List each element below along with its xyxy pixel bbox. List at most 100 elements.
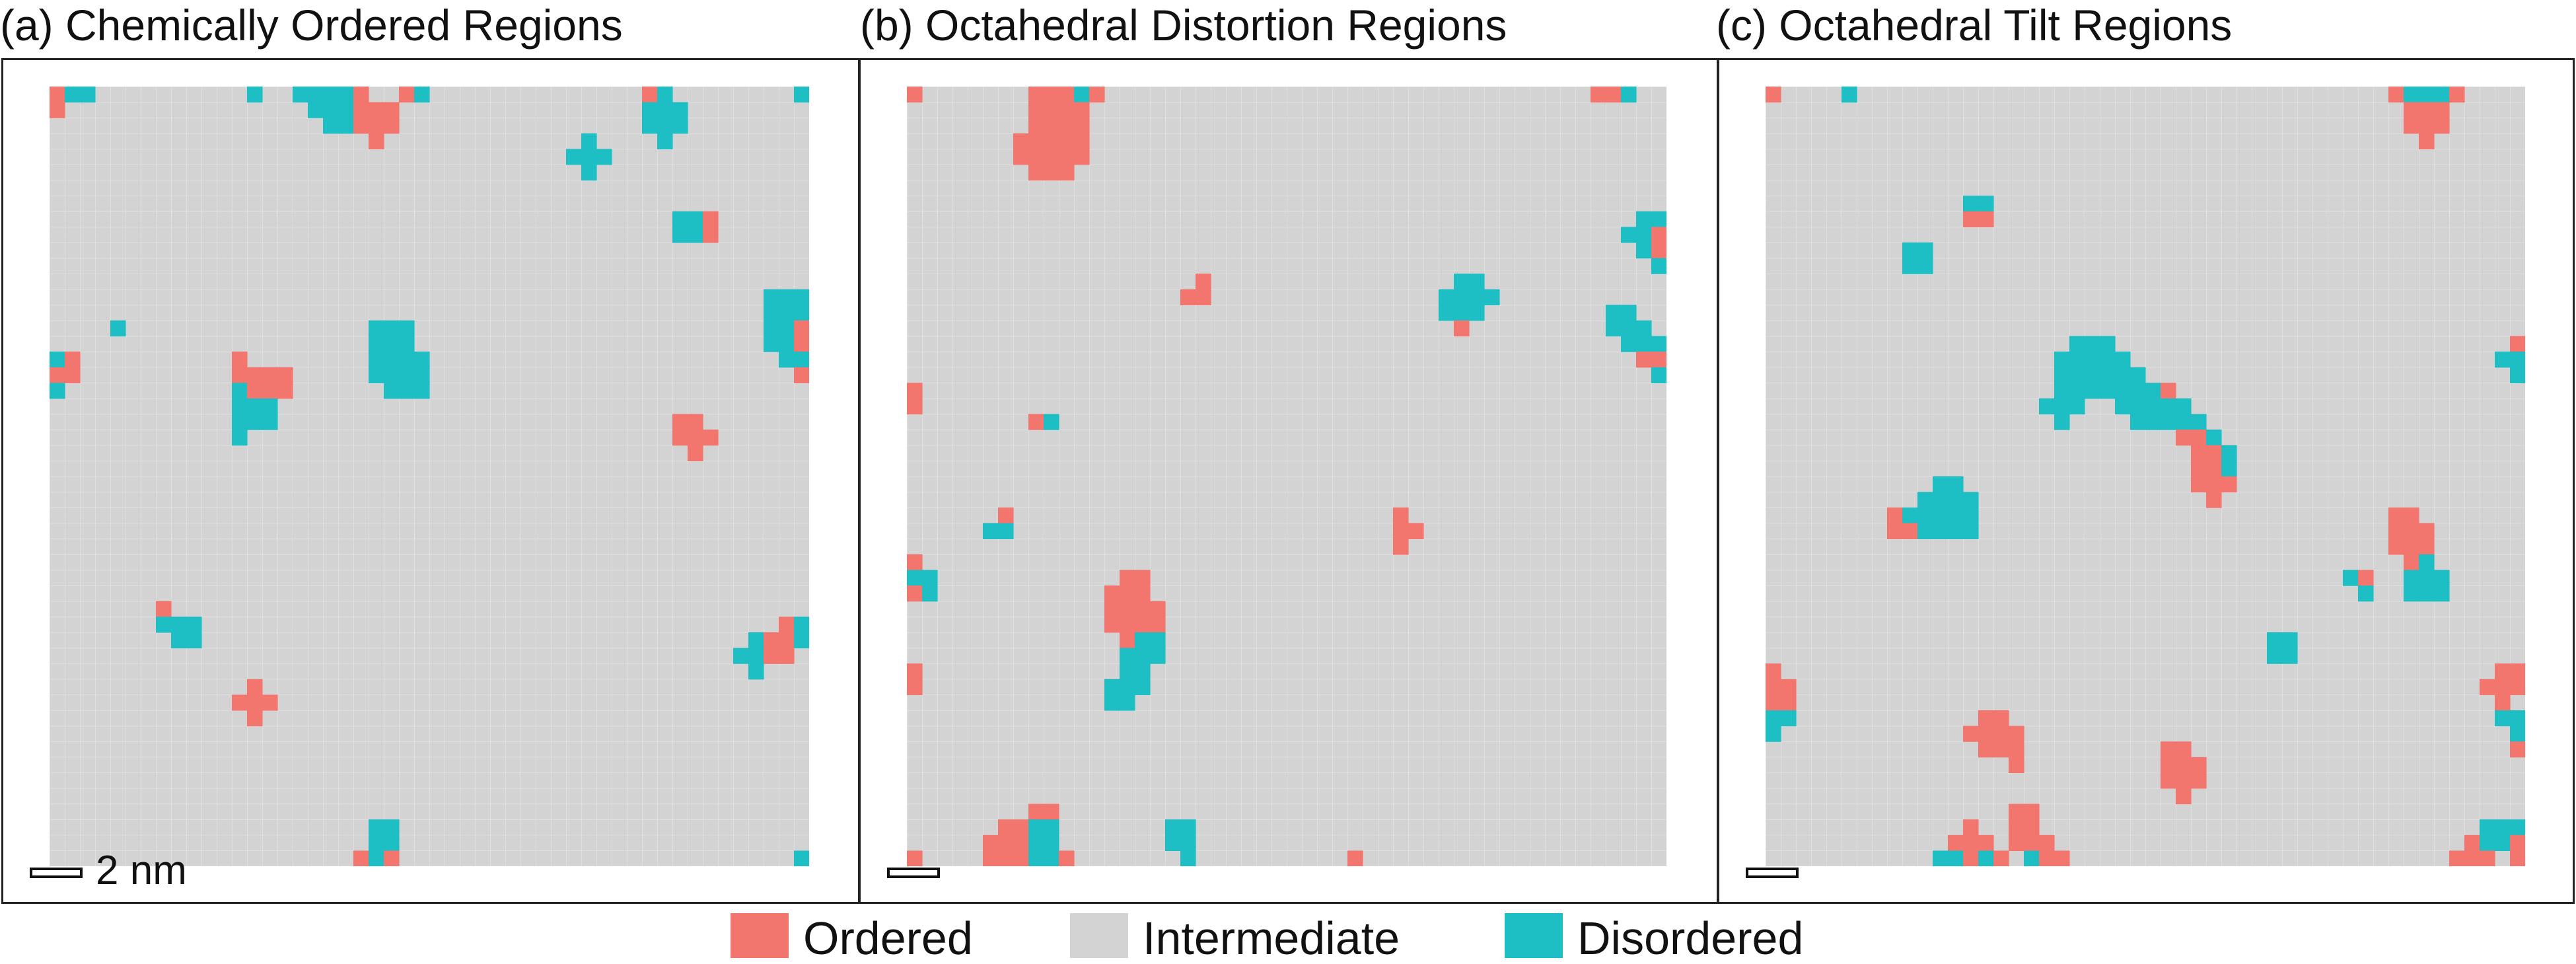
ordered-cell (399, 87, 415, 103)
disordered-cell (2054, 383, 2070, 399)
ordered-cell (1044, 133, 1059, 149)
disordered-cell (1651, 367, 1666, 383)
ordered-cell (1781, 694, 1797, 711)
ordered-cell (1766, 663, 1781, 680)
ordered-cell (1104, 601, 1120, 617)
ordered-cell (2404, 523, 2419, 539)
disordered-cell (672, 227, 688, 243)
disordered-cell (1933, 476, 1949, 493)
disordered-cell (2054, 367, 2070, 383)
disordered-cell (232, 429, 248, 446)
disordered-cell (1651, 336, 1666, 352)
ordered-cell (794, 367, 809, 383)
disordered-cell (2130, 367, 2146, 383)
legend-label-disordered: Disordered (1577, 912, 1804, 964)
disordered-cell (1963, 492, 1979, 508)
ordered-cell (907, 679, 923, 695)
disordered-cell (794, 632, 809, 649)
disordered-cell (1902, 242, 1918, 259)
disordered-cell (2343, 570, 2359, 586)
disordered-cell (247, 414, 263, 430)
ordered-cell (1044, 102, 1059, 118)
ordered-cell (2191, 461, 2207, 477)
ordered-cell (1902, 523, 1918, 539)
ordered-cell (1978, 741, 1994, 758)
disordered-cell (2130, 414, 2146, 430)
ordered-cell (232, 367, 248, 383)
disordered-cell (50, 383, 65, 399)
disordered-cell (1028, 834, 1044, 851)
disordered-cell (1636, 242, 1652, 259)
disordered-cell (1917, 523, 1933, 539)
disordered-cell (1135, 648, 1151, 664)
ordered-cell (2388, 538, 2404, 555)
ordered-cell (262, 694, 278, 711)
ordered-cell (1135, 570, 1151, 586)
disordered-cell (764, 305, 779, 321)
disordered-cell (2404, 585, 2419, 602)
ordered-cell (1393, 523, 1409, 539)
disordered-cell (171, 616, 187, 633)
ordered-cell (2024, 819, 2040, 836)
ordered-cell (779, 632, 795, 649)
ordered-cell (1120, 616, 1135, 633)
disordered-cell (1135, 632, 1151, 649)
ordered-cell (1044, 149, 1059, 165)
panel-b-scale-bar (887, 868, 940, 878)
disordered-cell (1636, 336, 1652, 352)
legend-swatch-intermediate (1070, 913, 1128, 958)
disordered-cell (1948, 523, 1964, 539)
disordered-cell (2267, 632, 2283, 649)
disordered-cell (399, 367, 415, 383)
disordered-cell (1454, 274, 1470, 290)
ordered-cell (1766, 87, 1781, 103)
ordered-cell (1074, 118, 1090, 134)
ordered-cell (1028, 803, 1044, 820)
ordered-cell (1013, 834, 1029, 851)
ordered-cell (65, 367, 81, 383)
disordered-cell (794, 616, 809, 633)
legend-swatch-disordered (1505, 913, 1563, 958)
panel-b-cells (907, 87, 1666, 866)
disordered-cell (1978, 850, 1994, 866)
ordered-cell (2191, 429, 2207, 446)
panel-c-region-map (1766, 87, 2525, 866)
disordered-cell (369, 367, 384, 383)
ordered-cell (1104, 585, 1120, 602)
disordered-cell (2085, 383, 2100, 399)
panel-c-cells (1766, 87, 2525, 866)
disordered-cell (186, 632, 202, 649)
disordered-cell (657, 133, 673, 149)
ordered-cell (764, 632, 779, 649)
disordered-cell (2510, 819, 2525, 836)
disordered-cell (414, 352, 430, 368)
disordered-cell (794, 352, 809, 368)
disordered-cell (1842, 87, 1857, 103)
ordered-cell (1993, 710, 2009, 727)
disordered-cell (384, 383, 400, 399)
disordered-cell (399, 336, 415, 352)
ordered-cell (1044, 803, 1059, 820)
disordered-cell (1948, 492, 1964, 508)
disordered-cell (369, 336, 384, 352)
ordered-cell (1393, 538, 1409, 555)
ordered-cell (1963, 211, 1979, 227)
ordered-cell (983, 850, 999, 866)
ordered-cell (1978, 834, 1994, 851)
ordered-cell (2161, 383, 2176, 399)
disordered-cell (369, 819, 384, 836)
disordered-cell (2419, 87, 2435, 103)
ordered-cell (2358, 570, 2374, 586)
panel-c-frame (1717, 58, 2575, 904)
disordered-cell (384, 320, 400, 337)
ordered-cell (1120, 632, 1135, 649)
disordered-cell (794, 305, 809, 321)
disordered-cell (2282, 648, 2298, 664)
ordered-cell (353, 118, 369, 134)
ordered-cell (794, 336, 809, 352)
disordered-cell (232, 383, 248, 399)
disordered-cell (1044, 834, 1059, 851)
ordered-cell (2176, 757, 2192, 773)
disordered-cell (384, 336, 400, 352)
disordered-cell (1621, 305, 1637, 321)
